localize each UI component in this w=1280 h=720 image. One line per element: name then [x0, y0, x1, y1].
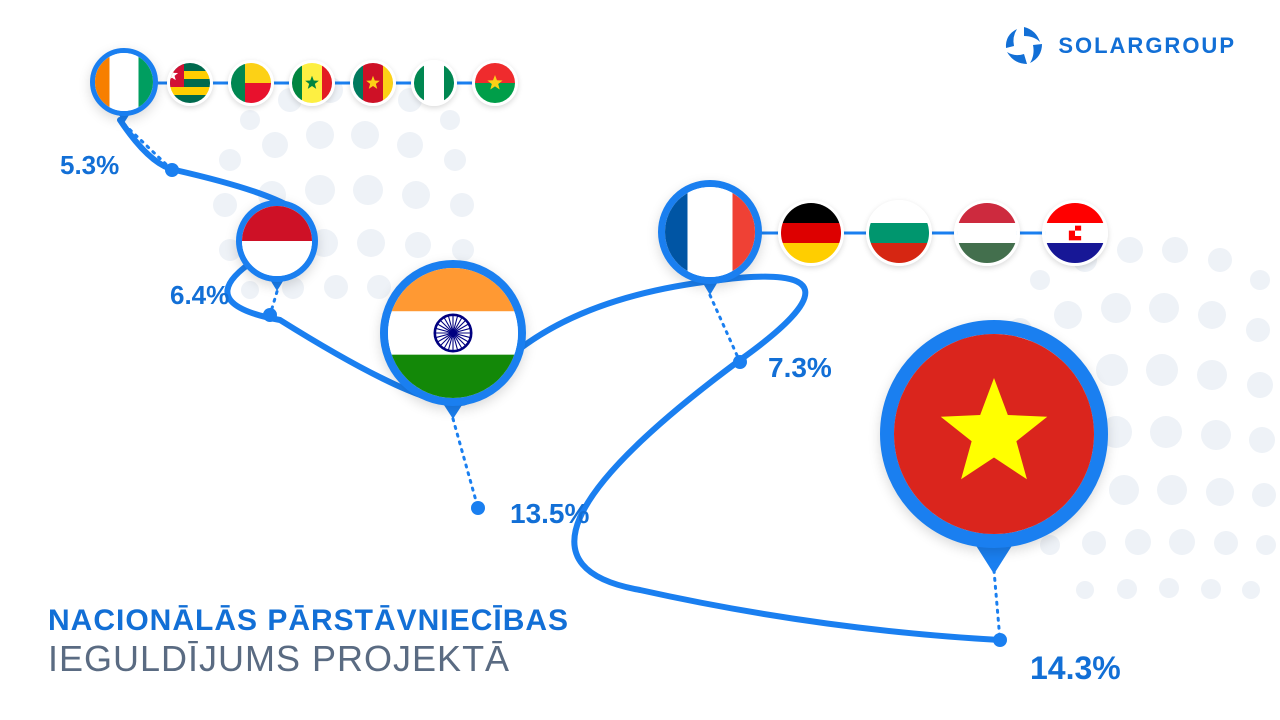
- pin-africa: [90, 48, 158, 123]
- chain-flag-cameroon: [350, 60, 396, 106]
- flag-india: [388, 268, 518, 398]
- chain-flag-burkina: [472, 60, 518, 106]
- flag-ivory: [95, 53, 153, 111]
- chain-flag-nigeria: [411, 60, 457, 106]
- chain-flag-hungary: [954, 200, 1020, 266]
- pin-india: [380, 260, 526, 419]
- chain-flag-senegal: [289, 60, 335, 106]
- pin-eu: [658, 180, 762, 295]
- pins-layer: 5.3% 6.4% 13.5% 7.3% 14.3%: [0, 0, 1280, 720]
- chain-flag-germany: [778, 200, 844, 266]
- flag-vietnam: [894, 334, 1094, 534]
- chain-flag-benin: [228, 60, 274, 106]
- pin-vietnam: [880, 320, 1108, 574]
- chain-flag-bulgaria: [866, 200, 932, 266]
- flag-indonesia: [242, 206, 312, 276]
- chain-flag-croatia: [1042, 200, 1108, 266]
- pct-africa: 5.3%: [60, 150, 119, 181]
- chain-flag-togo: [167, 60, 213, 106]
- pct-indonesia: 6.4%: [170, 280, 229, 311]
- pct-india: 13.5%: [510, 498, 589, 530]
- pct-vietnam: 14.3%: [1030, 650, 1121, 687]
- pct-eu: 7.3%: [768, 352, 832, 384]
- flag-france: [665, 187, 755, 277]
- pin-indonesia: [236, 200, 318, 291]
